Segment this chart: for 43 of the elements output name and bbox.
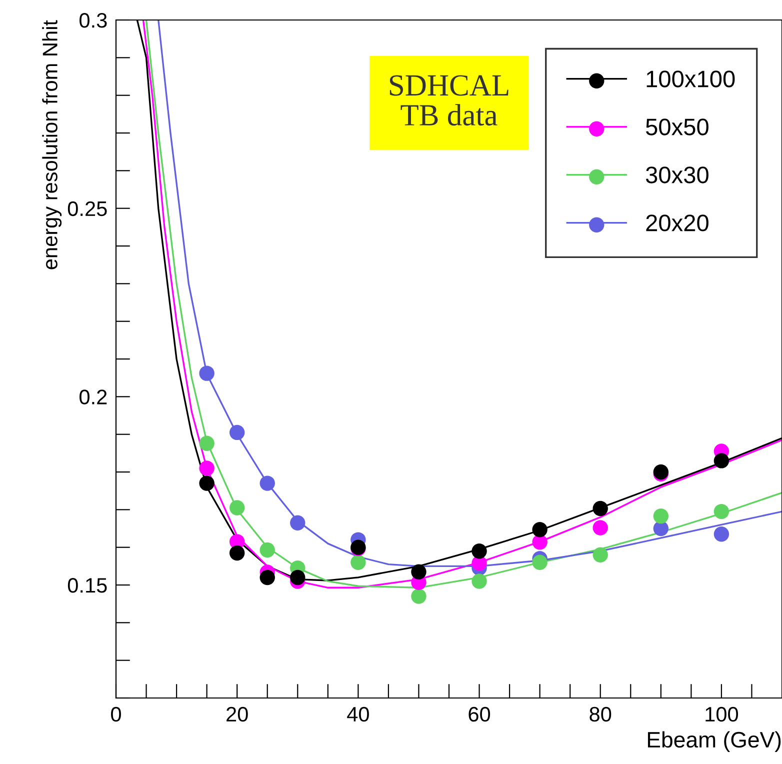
y-tick-label: 0.25 [68,201,107,216]
x-tick-label: 40 [347,706,369,722]
x-tick-label: 0 [111,706,121,722]
point [260,542,275,558]
point [472,574,487,589]
point [229,424,245,440]
y-axis-title: energy resolution from Nhit [42,20,62,270]
point [592,547,608,562]
legend-label: 30x30 [646,166,708,184]
y-tick-label: 0.15 [68,578,107,593]
point [714,453,730,468]
legend-label: 20x20 [646,214,708,232]
point [260,476,275,491]
point [714,526,730,542]
y-tick-label: 0.2 [80,390,107,404]
point [532,554,548,570]
point [290,515,306,530]
point [290,570,306,586]
point [199,436,214,451]
x-tick-label: 100 [706,706,738,722]
point [714,504,730,520]
point [229,545,245,561]
point [411,564,426,580]
point [653,508,669,524]
point [532,522,548,538]
point [472,543,487,559]
point [592,520,608,536]
point [199,476,214,491]
point [199,460,214,476]
x-tick-label: 20 [226,706,248,722]
x-axis-title: Ebeam (GeV) [648,731,781,752]
point [411,588,426,604]
point [592,500,608,516]
legend-label: 100x100 [646,70,735,88]
point [350,554,366,570]
point [229,500,245,516]
point [260,570,275,586]
annotation: SDHCAL TB data [390,75,508,126]
x-tick-label: 80 [590,706,612,722]
legend-label: 50x50 [646,118,708,136]
x-tick-label: 60 [468,706,490,722]
point [199,366,214,381]
y-tick-label: 0.3 [80,13,107,28]
